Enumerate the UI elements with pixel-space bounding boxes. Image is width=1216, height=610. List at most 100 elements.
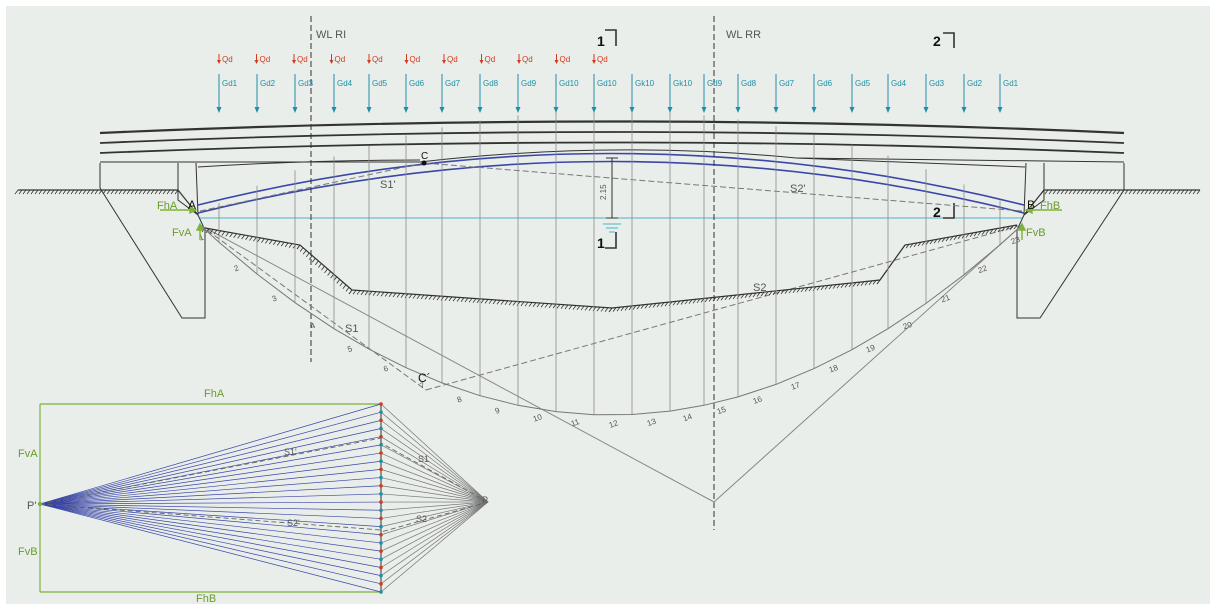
- ground-hatch-mark: [361, 291, 364, 295]
- ground-hatch-mark: [331, 274, 334, 278]
- ground-hatch-mark: [521, 302, 524, 306]
- ground-hatch-mark: [425, 295, 428, 299]
- gd-load-arrow-head: [217, 107, 222, 113]
- load-verticals: [219, 110, 1000, 414]
- pole-ray-p-prime: [40, 420, 381, 504]
- rope-segment-number: 18: [828, 363, 840, 375]
- gd-load-label: Gd10: [597, 79, 617, 88]
- poly-s1-prime-label: S1': [284, 447, 297, 457]
- qd-load-arrow-head: [330, 60, 334, 64]
- ground-hatch-mark: [261, 239, 264, 243]
- poly-fha-label: FhA: [204, 388, 225, 400]
- poly-s1-label: S1: [418, 454, 429, 464]
- gd-load-arrow-head: [736, 107, 741, 113]
- gd-load-label: Gd4: [337, 79, 353, 88]
- force-polygon-node: [379, 508, 383, 512]
- wl-rr-label: WL RR: [726, 29, 761, 41]
- ground-hatch-mark: [285, 243, 288, 247]
- rope-segment-numbers: 12345678910 11 12 13 14151617181920212223: [198, 233, 1022, 430]
- ground-hatch-mark: [353, 290, 356, 294]
- rope-segment-number: 3: [271, 294, 279, 304]
- qd-load-label: Qd: [222, 55, 233, 64]
- poly-fvb-label: FvB: [18, 546, 38, 558]
- qd-load-arrow-head: [555, 60, 559, 64]
- gd-load-arrow-head: [850, 107, 855, 113]
- pole-ray-p-prime: [40, 453, 381, 504]
- force-polygon-node: [379, 492, 383, 496]
- ground-hatch-mark: [577, 306, 580, 310]
- qd-load-label: Qd: [447, 55, 458, 64]
- qd-load-label: Qd: [410, 55, 421, 64]
- rope-segment-number: 4: [309, 321, 317, 331]
- gd-load-label: Gd7: [779, 79, 795, 88]
- gd-load-label: Gd2: [260, 79, 276, 88]
- gd-load-arrow-head: [962, 107, 967, 113]
- qd-load-arrow-head: [217, 60, 221, 64]
- ground-hatch-mark: [601, 307, 604, 311]
- qd-load-label: Qd: [297, 55, 308, 64]
- ground-hatch-mark: [541, 303, 544, 307]
- ground-hatch-mark: [549, 304, 552, 308]
- water-level-symbol: [603, 224, 621, 232]
- ground-hatch-mark: [328, 271, 331, 275]
- force-polygon-node: [379, 484, 383, 488]
- ground-hatch-mark: [417, 295, 420, 299]
- force-polygon-node: [379, 541, 383, 545]
- fvb-label: FvB: [1026, 227, 1046, 239]
- ray-s2: [381, 502, 488, 532]
- ground-hatch-mark: [15, 190, 18, 194]
- pole-ray-p-prime: [40, 429, 381, 504]
- ground-hatch-mark: [401, 294, 404, 298]
- qd-load-arrow-head: [405, 60, 409, 64]
- rope-segment-number: 17: [790, 380, 802, 392]
- poly-fva-label: FvA: [18, 448, 38, 460]
- ground-hatch-mark: [581, 306, 584, 310]
- ground-hatch-mark: [445, 297, 448, 301]
- gd-load-label: Gd7: [445, 79, 461, 88]
- ground-hatch-mark: [593, 307, 596, 311]
- ground-hatch-mark: [242, 235, 245, 239]
- force-polygon-node: [379, 459, 383, 463]
- rope-segment-number: 19: [865, 343, 877, 355]
- outer-triangle: [200, 225, 1022, 502]
- fva-label: FvA: [172, 227, 192, 239]
- gd-load-label: Gd6: [817, 79, 833, 88]
- ground-hatch-mark: [377, 292, 380, 296]
- railing-middle-rail: [100, 132, 1124, 143]
- gd-load-arrow-head: [592, 107, 597, 113]
- ground-hatch-mark: [513, 301, 516, 305]
- gd-load-arrow-head: [332, 107, 337, 113]
- force-polygon-node: [379, 549, 383, 553]
- ground-hatch-mark: [902, 245, 905, 249]
- ground-hatch-mark: [509, 301, 512, 305]
- poly-s2-label: S2: [416, 514, 427, 524]
- ground-hatch-mark: [300, 248, 303, 252]
- section-1-top-label: 1: [597, 33, 605, 49]
- ground-hatch-mark: [246, 236, 249, 240]
- pole-ray-p: [381, 502, 488, 567]
- poly-fhb-label: FhB: [196, 593, 216, 605]
- ground-hatch-mark: [405, 294, 408, 298]
- gd-load-label: Gd2: [967, 79, 983, 88]
- ground-hatch-mark: [529, 302, 532, 306]
- gd-load-arrow-head: [440, 107, 445, 113]
- ground-hatch-mark: [315, 261, 318, 265]
- ground-hatch-mark: [465, 298, 468, 302]
- ground-hatch-mark: [369, 291, 372, 295]
- force-polygon-node: [379, 558, 383, 562]
- gd-load-label: Gd5: [372, 79, 388, 88]
- rope-segment-number: 1: [198, 233, 206, 243]
- force-polygon-node: [379, 476, 383, 480]
- rope-segment-number: 6: [382, 364, 390, 374]
- railing-bottom-rail: [100, 143, 1124, 154]
- ground-hatch-mark: [293, 244, 296, 248]
- rope-segment-number: 20: [902, 320, 914, 332]
- qd-load-arrow-head: [480, 60, 484, 64]
- force-polygon-node: [379, 402, 383, 406]
- gd-load-label: Gd5: [855, 79, 871, 88]
- ground-hatch-mark: [393, 293, 396, 297]
- gd-load-label: Gk10: [673, 79, 693, 88]
- rope-segment-number: 12: [608, 418, 620, 430]
- s2-label: S2: [753, 282, 766, 294]
